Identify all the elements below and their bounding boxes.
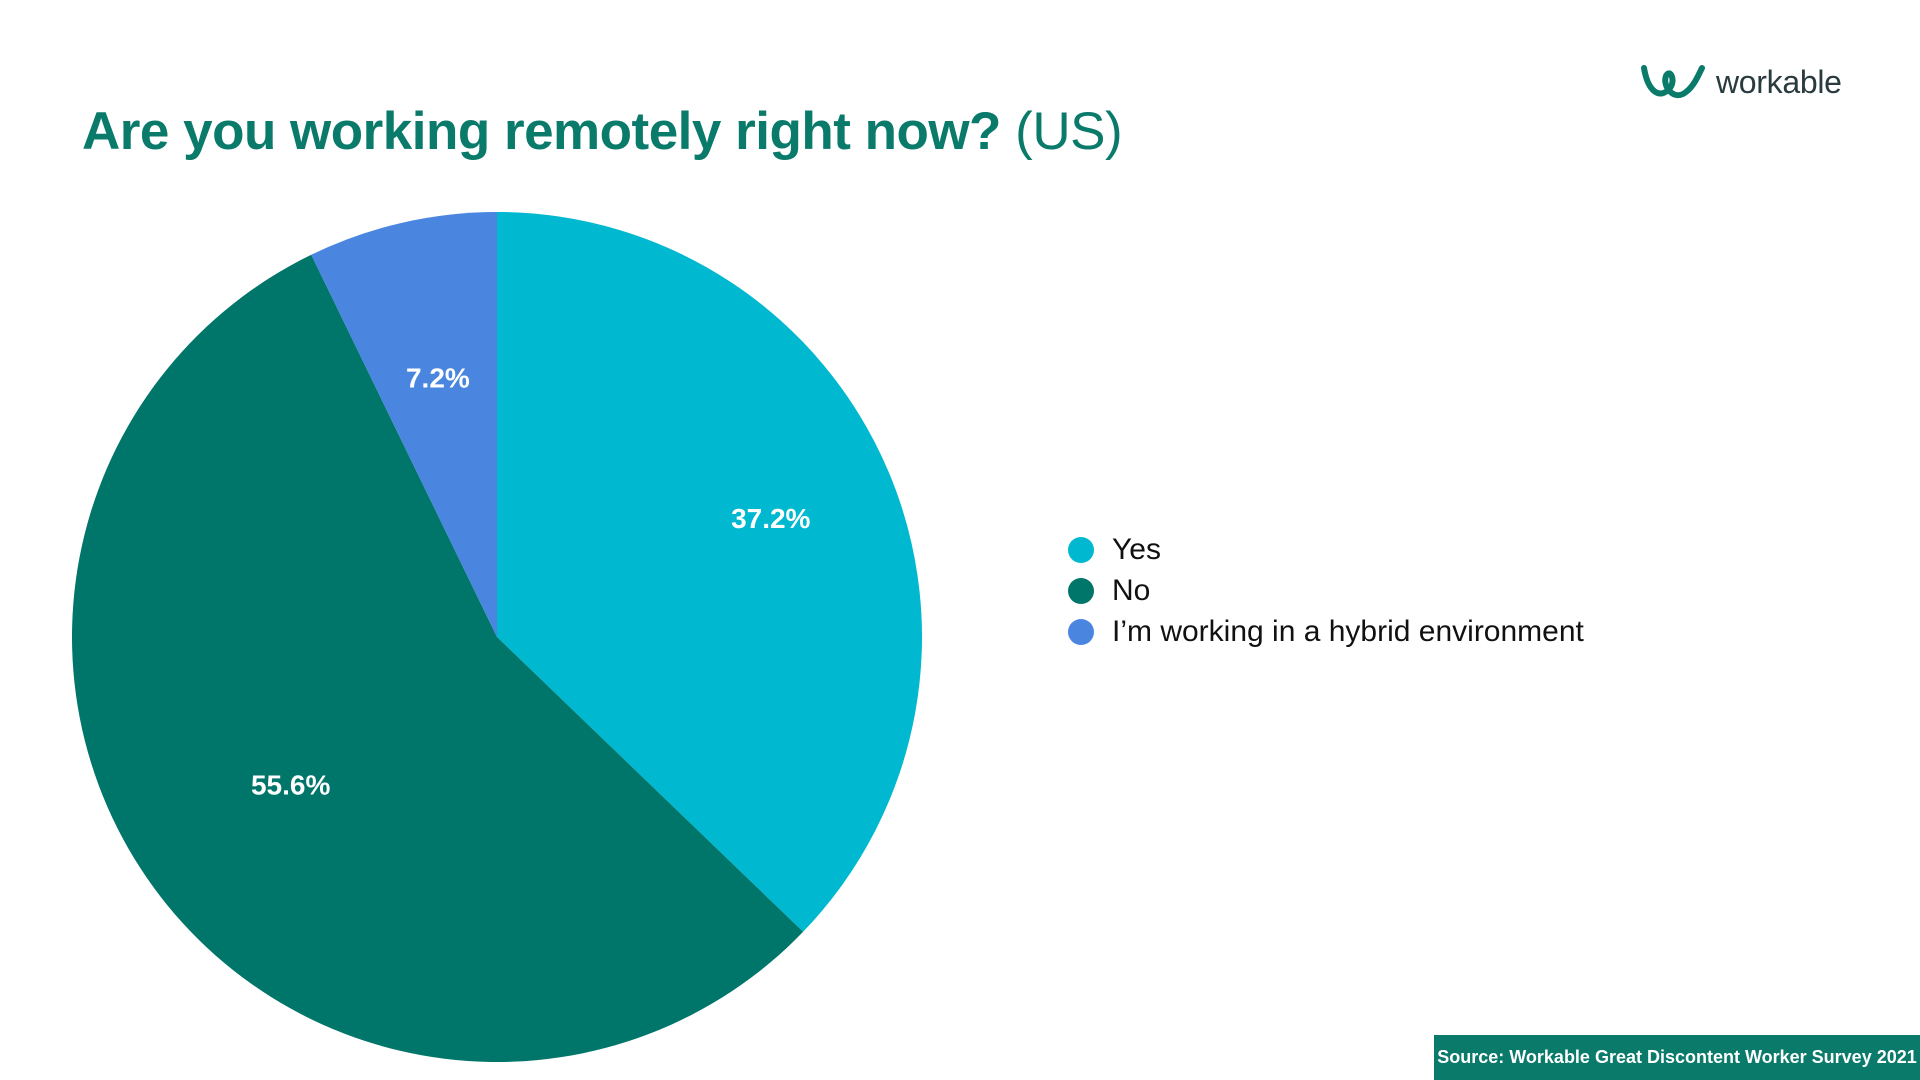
logo-text: workable: [1716, 63, 1842, 100]
legend-dot-hybrid: [1068, 618, 1094, 645]
pie-slice-hybrid: [311, 212, 497, 637]
pie-slice-no: [71, 254, 804, 1063]
legend-item-hybrid: I’m working in a hybrid environment: [1068, 615, 1584, 648]
pie-slice-labels: 37.2% 55.6% 7.2%: [251, 363, 811, 801]
legend-dot-no: [1068, 577, 1094, 604]
slice-label-no: 55.6%: [251, 769, 330, 800]
pie-slices: [71, 212, 922, 1063]
legend-dot-yes: [1068, 536, 1094, 563]
legend-item-yes: Yes: [1068, 533, 1584, 566]
legend-item-no: No: [1068, 574, 1584, 607]
slice-label-yes: 37.2%: [731, 503, 810, 534]
legend-label-yes: Yes: [1112, 532, 1161, 566]
legend: Yes No I’m working in a hybrid environme…: [1068, 533, 1584, 648]
pie-slice-yes: [497, 212, 922, 932]
title-question: Are you working remotely right now?: [82, 102, 1001, 161]
legend-label-no: No: [1112, 573, 1151, 607]
legend-label-hybrid: I’m working in a hybrid environment: [1112, 614, 1584, 648]
slice-label-hybrid: 7.2%: [406, 363, 470, 394]
workable-logo: workable: [1640, 58, 1842, 106]
page-title: Are you working remotely right now? (US): [82, 100, 1123, 164]
workable-logo-icon: [1641, 65, 1705, 99]
source-footer: Source: Workable Great Discontent Worker…: [1434, 1035, 1920, 1080]
title-region: (US): [1015, 102, 1123, 161]
